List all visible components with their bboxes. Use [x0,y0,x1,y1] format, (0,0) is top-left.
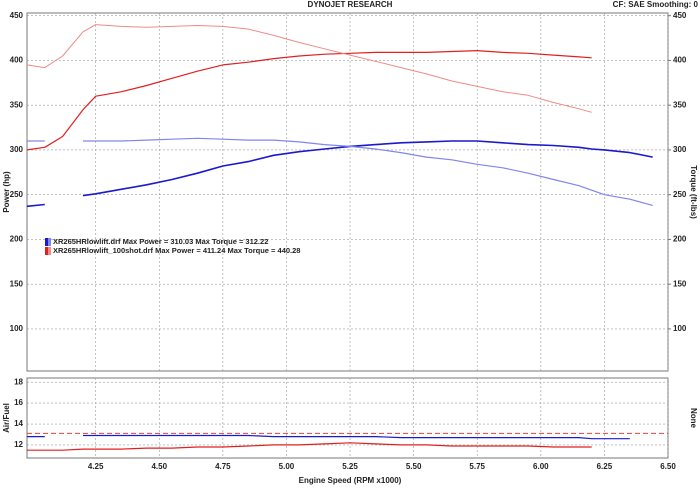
y2-axis-title: Torque (ft-lbs) [689,165,698,219]
legend-label: XR265HRlowlift.drf Max Power = 310.03 Ma… [53,237,268,246]
afr-right-title: None [689,408,698,429]
main-panel [26,12,669,372]
x-axis-title: Engine Speed (RPM x1000) [299,476,402,485]
y2-tick-label: 100 [673,324,687,333]
legend-swatch [48,247,51,255]
chart-subtitle: CF: SAE Smoothing: 0 [613,0,699,9]
y-tick-label: 450 [10,11,24,20]
y2-tick-label: 300 [673,145,687,154]
x-tick-label: 5.25 [342,462,358,471]
x-tick-label: 5.00 [279,462,295,471]
legend-swatch [48,238,51,246]
afr-axis-title: Air/Fuel [2,403,11,433]
y-axis-title: Power (hp) [2,171,11,213]
x-tick-label: 4.75 [215,462,231,471]
line-series [26,24,592,113]
y-tick-label: 400 [10,56,24,65]
legend-swatch [45,238,48,246]
y2-tick-label: 450 [673,11,687,20]
x-tick-label: 5.50 [406,462,422,471]
y2-tick-label: 400 [673,56,687,65]
line-series [82,140,653,197]
legend-swatch [45,247,48,255]
y2-tick-label: 200 [673,235,687,244]
afr-tick-label: 16 [14,398,23,407]
x-tick-label: 6.50 [660,462,676,471]
x-tick-label: 6.25 [597,462,613,471]
x-tick-label: 6.00 [533,462,549,471]
y2-tick-label: 350 [673,100,687,109]
y-tick-label: 300 [10,145,24,154]
chart-title: DYNOJET RESEARCH [308,0,393,9]
y-tick-label: 100 [10,324,24,333]
y-tick-label: 250 [10,190,24,199]
y2-tick-label: 250 [673,190,687,199]
line-series [27,442,592,451]
x-tick-label: 5.75 [469,462,485,471]
afr-tick-label: 14 [14,419,23,428]
y2-tick-label: 150 [673,279,687,288]
y-tick-label: 150 [10,279,24,288]
afr-tick-label: 12 [14,440,23,449]
afr-panel [26,377,669,459]
legend-label: XR265HRlowlift_100shot.drf Max Power = 4… [53,246,300,255]
line-series [83,434,630,440]
line-series [83,137,653,206]
afr-tick-label: 18 [14,377,23,386]
x-tick-label: 4.25 [88,462,104,471]
x-tick-label: 4.50 [151,462,167,471]
y-tick-label: 350 [10,100,24,109]
line-series [26,203,45,208]
y-tick-label: 200 [10,235,24,244]
line-series [26,50,592,151]
